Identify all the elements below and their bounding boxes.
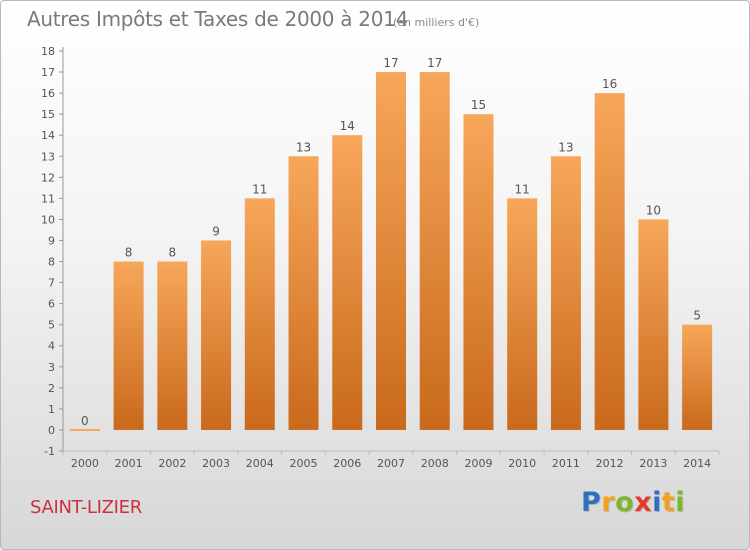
y-tick-label: 2	[48, 382, 55, 395]
bar-2014	[682, 324, 713, 430]
x-tick-label: 2009	[464, 457, 492, 470]
value-label: 14	[340, 119, 355, 133]
logo-letter: r	[601, 487, 616, 518]
y-tick-label: 10	[41, 213, 55, 226]
y-tick-label: 8	[48, 256, 55, 269]
logo-letter: P	[581, 487, 602, 518]
x-tick-label: 2008	[421, 457, 449, 470]
y-tick-label: 3	[48, 361, 55, 374]
town-name: SAINT-LIZIER	[30, 497, 142, 518]
unit-note: (en milliers d'€)	[393, 16, 480, 29]
y-tick-label: 16	[41, 87, 55, 100]
bar-2005	[288, 156, 319, 430]
bar-2012	[594, 93, 625, 430]
x-tick-label: 2000	[71, 457, 99, 470]
y-tick-label: 12	[41, 171, 55, 184]
value-label: 13	[558, 140, 573, 154]
value-label: 8	[125, 246, 133, 260]
bar-2003	[201, 240, 232, 430]
logo-letter: i	[675, 487, 686, 518]
y-tick-label: 5	[48, 319, 55, 332]
logo-letter: t	[661, 487, 676, 518]
y-tick-label: 14	[41, 129, 55, 142]
y-tick-label: 11	[41, 192, 55, 205]
value-label: 8	[169, 246, 177, 260]
value-label: 11	[515, 182, 530, 196]
x-tick-label: 2003	[202, 457, 230, 470]
value-label: 5	[693, 309, 701, 323]
bar-2001	[113, 261, 144, 430]
value-label: 15	[471, 98, 486, 112]
value-label: 13	[296, 140, 311, 154]
y-tick-label: 0	[48, 424, 55, 437]
x-tick-label: 2012	[596, 457, 624, 470]
bars	[69, 72, 713, 431]
y-tick-label: 4	[48, 340, 55, 353]
chart-title: Autres Impôts et Taxes de 2000 à 2014	[27, 7, 408, 31]
y-tick-label: -1	[44, 445, 55, 458]
x-tick-label: 2006	[333, 457, 361, 470]
bar-2002	[157, 261, 188, 430]
x-tick-label: 2001	[115, 457, 143, 470]
y-tick-label: 7	[48, 277, 55, 290]
x-tick-label: 2014	[683, 457, 711, 470]
logo-letter: x	[634, 487, 653, 518]
bar-2007	[376, 72, 406, 430]
bar-2011	[550, 156, 581, 430]
bar-2008	[419, 72, 450, 430]
x-tick-label: 2005	[290, 457, 318, 470]
value-label: 0	[81, 414, 89, 428]
bar-2009	[463, 114, 494, 430]
value-label: 16	[602, 77, 617, 91]
y-tick-label: 13	[41, 150, 55, 163]
logo-letter: o	[615, 487, 635, 518]
value-label: 17	[427, 56, 442, 70]
bar-2006	[332, 135, 363, 430]
x-tick-label: 2002	[158, 457, 186, 470]
bar-2013	[638, 219, 669, 430]
y-tick-label: 18	[41, 45, 55, 58]
x-tick-label: 2007	[377, 457, 405, 470]
x-tick-label: 2011	[552, 457, 580, 470]
x-tick-label: 2010	[508, 457, 536, 470]
x-tick-label: 2013	[639, 457, 667, 470]
value-label: 11	[252, 182, 267, 196]
y-tick-label: 1	[48, 403, 55, 416]
value-label: 9	[212, 224, 220, 238]
y-tick-label: 6	[48, 298, 55, 311]
bar-2010	[507, 198, 538, 430]
labels: 0 2000 8 2001 8 2002 9 2003 11 2004 13 2005 14 2006 17…	[71, 56, 711, 470]
y-tick-label: 15	[41, 108, 55, 121]
proxiti-logo: Proxiti	[581, 487, 685, 518]
y-tick-label: 17	[41, 66, 55, 79]
y-tick-label: 9	[48, 234, 55, 247]
value-label: 17	[383, 56, 398, 70]
logo-letter: i	[652, 487, 662, 518]
bar-2004	[244, 198, 275, 430]
x-tick-label: 2004	[246, 457, 274, 470]
value-label: 10	[646, 203, 661, 217]
